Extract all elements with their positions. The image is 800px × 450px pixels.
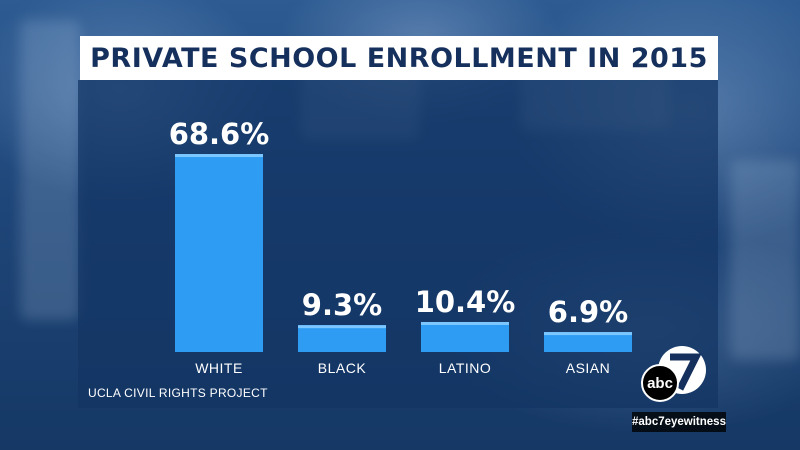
category-label-latino: LATINO (439, 360, 492, 376)
category-label-asian: ASIAN (566, 360, 611, 376)
bar-black (298, 325, 386, 352)
source-credit: UCLA CIVIL RIGHTS PROJECT (88, 386, 268, 400)
category-label-black: BLACK (318, 360, 367, 376)
bar-group-black: 9.3% BLACK (298, 288, 386, 376)
title-banner: PRIVATE SCHOOL ENROLLMENT IN 2015 (80, 36, 718, 80)
bar-latino (421, 321, 509, 352)
bar-highlight-black (298, 325, 386, 329)
bar-highlight-latino (421, 321, 509, 325)
bar-asian (544, 332, 632, 352)
chart-title: PRIVATE SCHOOL ENROLLMENT IN 2015 (90, 42, 708, 74)
bar-highlight-asian (544, 332, 632, 336)
bar-group-latino: 10.4% LATINO (415, 285, 516, 376)
bar-group-asian: 6.9% ASIAN (544, 295, 632, 376)
value-label-latino: 10.4% (415, 285, 516, 319)
value-label-white: 68.6% (169, 117, 270, 151)
bar-group-white: 68.6% WHITE (169, 117, 270, 376)
hashtag-badge: #abc7eyewitness (632, 412, 726, 432)
value-label-black: 9.3% (302, 288, 382, 322)
abc-logo-text: abc (647, 375, 673, 392)
abc7-logo-icon: abc (641, 346, 706, 402)
bar-highlight-white (175, 154, 263, 158)
value-label-asian: 6.9% (548, 295, 628, 329)
bar-white (175, 154, 263, 352)
category-label-white: WHITE (195, 360, 243, 376)
